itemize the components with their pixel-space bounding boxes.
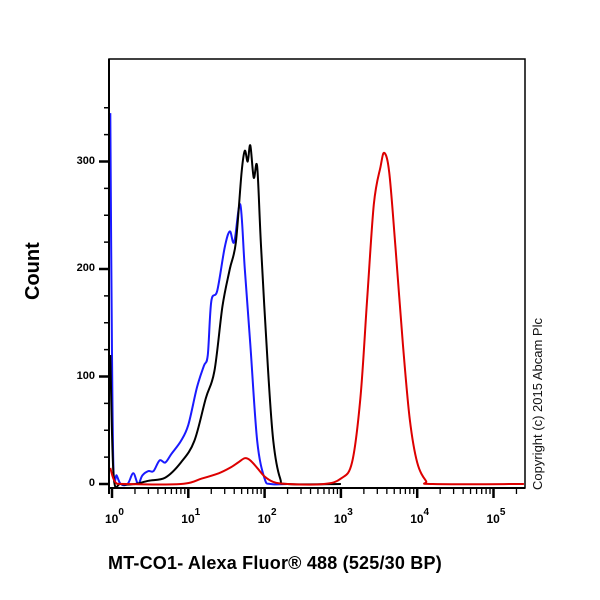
histogram-series (109, 113, 524, 489)
x-tick-label: 104 (410, 507, 430, 526)
plot-frame (108, 58, 526, 489)
x-tick-label: 101 (181, 507, 201, 526)
x-tick-label: 100 (105, 507, 124, 526)
x-tick-label: 102 (257, 507, 277, 526)
x-tick-label: 103 (333, 507, 353, 526)
histogram-line (109, 113, 288, 487)
histogram-line (109, 151, 524, 486)
histogram-line (109, 144, 341, 489)
x-tick-label: 105 (486, 507, 506, 526)
y-axis-label: Count (22, 242, 44, 300)
y-tick-label: 300 (76, 154, 95, 167)
y-tick-label: 200 (76, 262, 95, 274)
y-tick-label: 0 (88, 477, 95, 489)
x-axis-label: MT-CO1- Alexa Fluor® 488 (525/30 BP) (108, 553, 442, 573)
y-tick-label: 100 (76, 369, 95, 382)
copyright-notice: Copyright (c) 2015 Abcam Plc (530, 318, 545, 490)
axes (99, 59, 525, 498)
